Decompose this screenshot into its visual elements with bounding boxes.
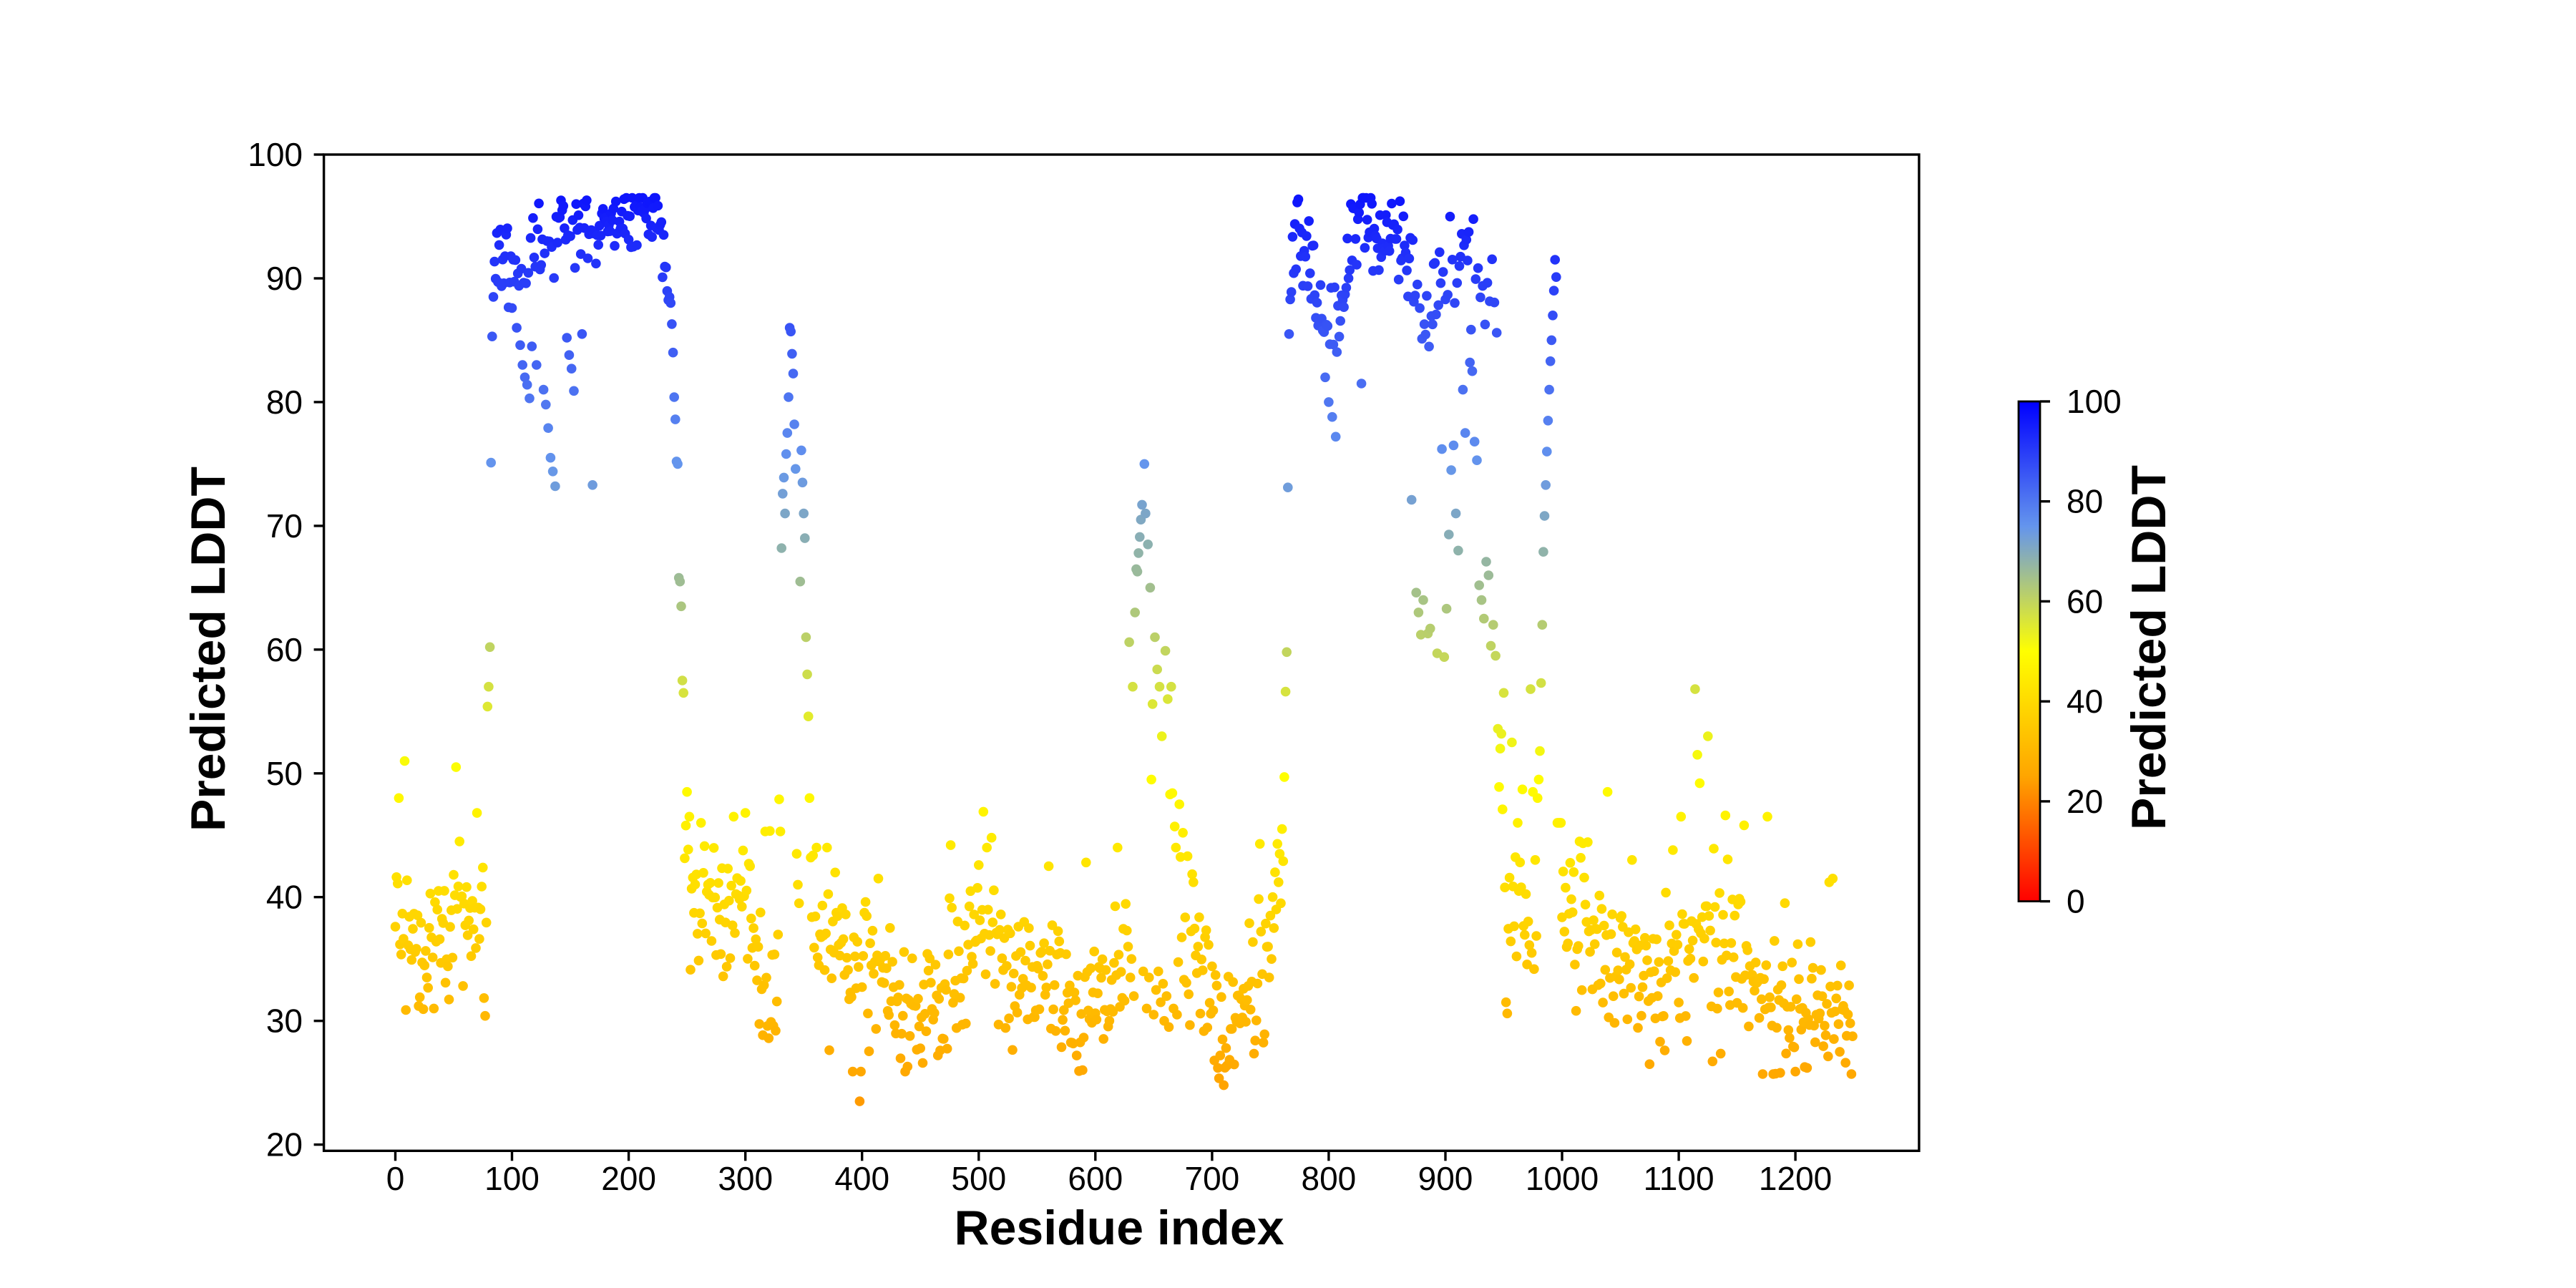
svg-text:0: 0 — [386, 1160, 405, 1197]
svg-text:20: 20 — [2067, 783, 2103, 820]
svg-text:0: 0 — [2067, 883, 2085, 920]
svg-text:Residue index: Residue index — [954, 1201, 1284, 1255]
svg-text:Predicted LDDT: Predicted LDDT — [2122, 465, 2176, 830]
svg-text:1200: 1200 — [1759, 1160, 1832, 1197]
svg-text:Predicted LDDT: Predicted LDDT — [181, 467, 235, 831]
svg-text:400: 400 — [834, 1160, 889, 1197]
svg-text:40: 40 — [266, 879, 303, 916]
svg-text:600: 600 — [1068, 1160, 1123, 1197]
svg-text:1000: 1000 — [1526, 1160, 1599, 1197]
svg-text:20: 20 — [266, 1126, 303, 1163]
svg-text:100: 100 — [484, 1160, 540, 1197]
svg-text:30: 30 — [266, 1002, 303, 1040]
svg-text:300: 300 — [718, 1160, 773, 1197]
svg-text:700: 700 — [1185, 1160, 1240, 1197]
svg-text:900: 900 — [1418, 1160, 1473, 1197]
svg-text:50: 50 — [266, 755, 303, 792]
svg-text:70: 70 — [266, 507, 303, 545]
svg-text:60: 60 — [2067, 582, 2103, 620]
svg-text:100: 100 — [2067, 383, 2122, 420]
svg-text:500: 500 — [951, 1160, 1006, 1197]
svg-text:1100: 1100 — [1644, 1160, 1714, 1197]
svg-text:100: 100 — [248, 136, 303, 173]
svg-text:800: 800 — [1302, 1160, 1357, 1197]
svg-text:90: 90 — [266, 260, 303, 297]
svg-text:80: 80 — [266, 384, 303, 421]
svg-text:80: 80 — [2067, 483, 2103, 520]
svg-text:40: 40 — [2067, 683, 2103, 720]
svg-text:200: 200 — [601, 1160, 656, 1197]
svg-text:60: 60 — [266, 631, 303, 668]
